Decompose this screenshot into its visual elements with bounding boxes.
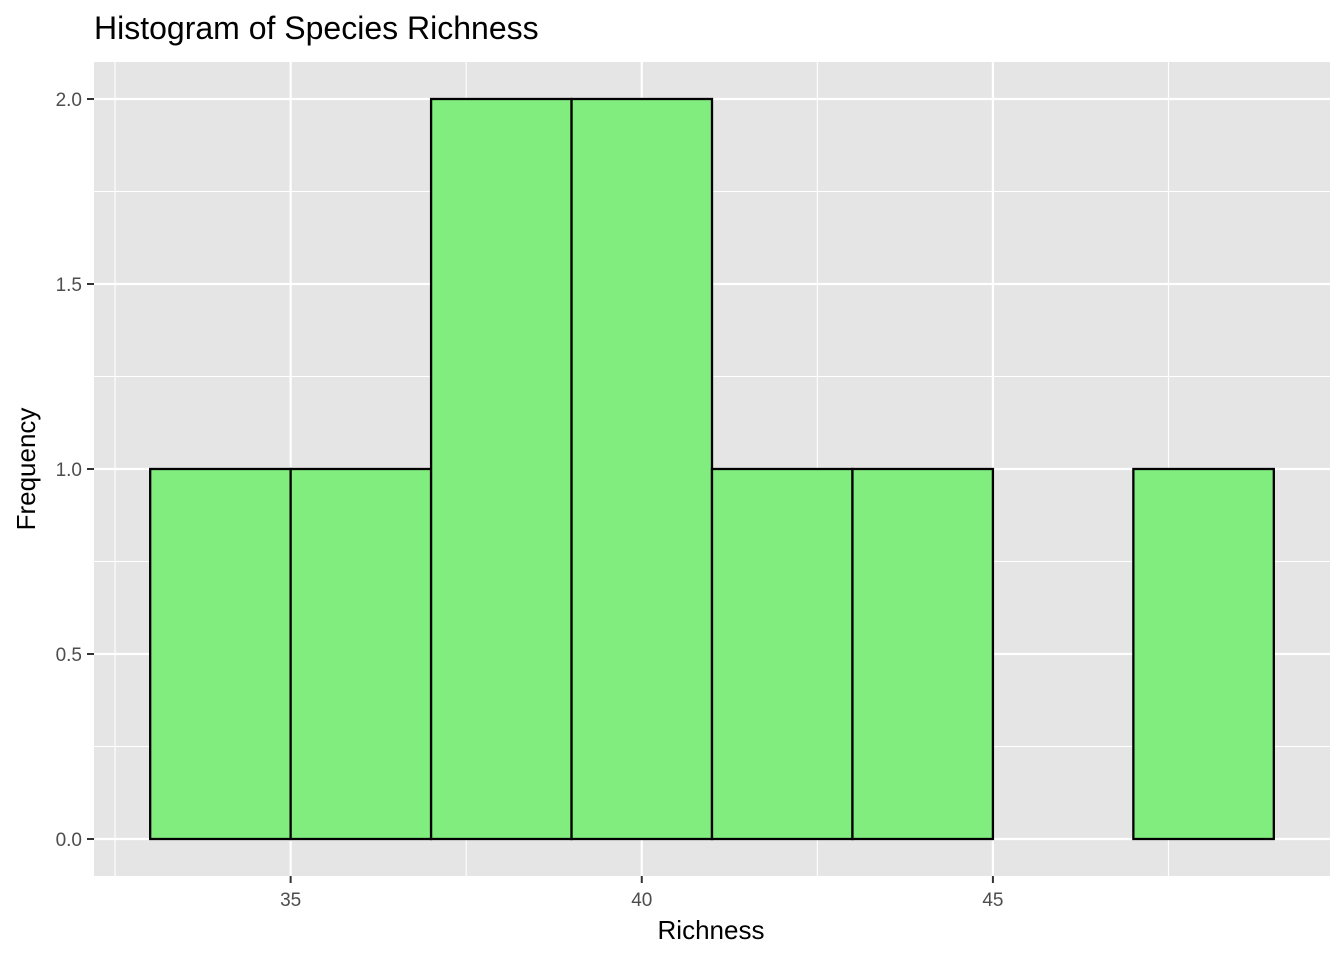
y-tick-label: 0.0	[56, 830, 82, 851]
x-axis-title: Richness	[658, 915, 765, 945]
histogram-bar	[429, 97, 573, 841]
bars	[149, 97, 1275, 841]
histogram-bar	[851, 467, 995, 841]
histogram-bar	[710, 467, 854, 841]
y-axis-title: Frequency	[11, 408, 41, 531]
x-tick-label: 40	[631, 890, 652, 911]
y-tick-label: 2.0	[56, 90, 82, 111]
x-axis: 35 40 45	[280, 876, 1003, 911]
histogram-bar	[1132, 467, 1275, 841]
chart-title: Histogram of Species Richness	[94, 10, 539, 46]
y-tick-label: 1.0	[56, 460, 82, 481]
y-axis: 0.0 0.5 1.0 1.5 2.0	[56, 90, 94, 851]
y-tick-label: 1.5	[56, 275, 82, 296]
histogram-bar	[570, 97, 714, 841]
histogram-bar	[149, 467, 292, 841]
y-tick-label: 0.5	[56, 645, 82, 666]
x-tick-label: 45	[982, 890, 1003, 911]
x-tick-label: 35	[280, 890, 301, 911]
histogram-bar	[289, 467, 433, 841]
